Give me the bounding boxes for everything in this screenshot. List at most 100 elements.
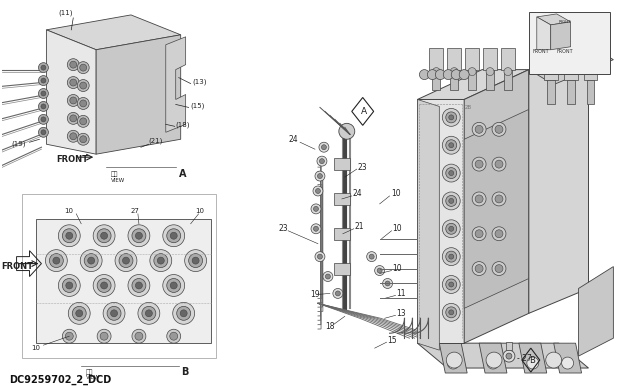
Circle shape: [449, 198, 454, 203]
Circle shape: [475, 125, 483, 133]
Circle shape: [475, 264, 483, 273]
Circle shape: [442, 303, 460, 321]
Bar: [334, 262, 350, 274]
Circle shape: [93, 225, 115, 247]
Circle shape: [427, 171, 432, 176]
Text: (13): (13): [193, 78, 207, 85]
Circle shape: [446, 140, 457, 151]
Polygon shape: [479, 343, 507, 373]
Circle shape: [377, 268, 382, 273]
Circle shape: [100, 332, 108, 340]
Text: B: B: [180, 367, 188, 377]
Circle shape: [424, 112, 435, 123]
Circle shape: [492, 192, 506, 206]
Circle shape: [68, 112, 79, 124]
Circle shape: [167, 329, 180, 343]
Circle shape: [420, 303, 438, 321]
Bar: [37, 219, 211, 343]
Bar: [468, 69, 476, 90]
Circle shape: [424, 195, 435, 207]
Circle shape: [472, 192, 486, 206]
Circle shape: [446, 251, 457, 262]
Circle shape: [527, 357, 539, 369]
Circle shape: [70, 79, 77, 86]
Text: 10: 10: [392, 264, 402, 273]
Text: (19): (19): [12, 141, 26, 147]
Circle shape: [317, 174, 322, 179]
Circle shape: [84, 254, 98, 267]
Text: RIGHT: RIGHT: [559, 20, 572, 24]
Circle shape: [80, 82, 87, 89]
Circle shape: [449, 310, 454, 315]
Circle shape: [420, 136, 438, 154]
Circle shape: [366, 252, 376, 262]
Circle shape: [314, 207, 319, 212]
Circle shape: [420, 108, 438, 126]
Circle shape: [315, 252, 325, 262]
Circle shape: [546, 352, 562, 368]
Circle shape: [427, 310, 432, 315]
Bar: [504, 69, 512, 90]
Circle shape: [435, 69, 445, 80]
Circle shape: [383, 279, 392, 288]
Text: 27: 27: [131, 208, 140, 214]
Circle shape: [50, 254, 63, 267]
Circle shape: [333, 288, 343, 298]
Circle shape: [68, 130, 79, 142]
Circle shape: [443, 69, 453, 80]
Circle shape: [70, 115, 77, 122]
Circle shape: [311, 224, 321, 234]
Circle shape: [424, 140, 435, 151]
Circle shape: [495, 230, 503, 238]
Polygon shape: [417, 69, 529, 100]
Polygon shape: [464, 109, 529, 308]
Circle shape: [80, 136, 87, 143]
Circle shape: [446, 112, 457, 123]
Circle shape: [420, 192, 438, 210]
Circle shape: [119, 254, 133, 267]
Circle shape: [424, 168, 435, 179]
Text: VIEW: VIEW: [111, 178, 125, 183]
Circle shape: [185, 250, 206, 271]
Text: 10: 10: [392, 224, 402, 233]
Circle shape: [442, 136, 460, 154]
Circle shape: [38, 114, 48, 124]
Polygon shape: [46, 30, 96, 154]
Circle shape: [562, 357, 574, 369]
Text: 24: 24: [288, 135, 298, 144]
Polygon shape: [529, 45, 613, 85]
Polygon shape: [46, 15, 180, 50]
Bar: [506, 342, 512, 350]
Circle shape: [442, 248, 460, 266]
Text: FRONT: FRONT: [533, 49, 549, 54]
Text: FRONT: FRONT: [56, 155, 89, 164]
Circle shape: [420, 248, 438, 266]
Circle shape: [138, 302, 160, 324]
Circle shape: [97, 329, 111, 343]
Circle shape: [80, 250, 102, 271]
Circle shape: [316, 188, 321, 193]
Circle shape: [449, 143, 454, 148]
Circle shape: [132, 229, 146, 243]
Bar: [567, 80, 575, 105]
Polygon shape: [417, 100, 464, 343]
Circle shape: [427, 69, 437, 80]
Bar: [529, 12, 611, 74]
Circle shape: [323, 271, 333, 281]
Bar: [547, 80, 555, 105]
Circle shape: [419, 69, 430, 80]
Circle shape: [132, 279, 146, 293]
Text: (21): (21): [149, 138, 163, 144]
Circle shape: [68, 76, 79, 88]
Text: 24: 24: [353, 190, 363, 198]
Polygon shape: [551, 22, 570, 50]
Circle shape: [65, 332, 73, 340]
Polygon shape: [537, 14, 570, 25]
Circle shape: [472, 122, 486, 136]
Circle shape: [487, 357, 499, 369]
Circle shape: [135, 232, 143, 239]
Text: (11): (11): [58, 10, 73, 16]
Bar: [430, 48, 443, 69]
Circle shape: [58, 274, 80, 296]
Text: (18): (18): [175, 121, 190, 128]
